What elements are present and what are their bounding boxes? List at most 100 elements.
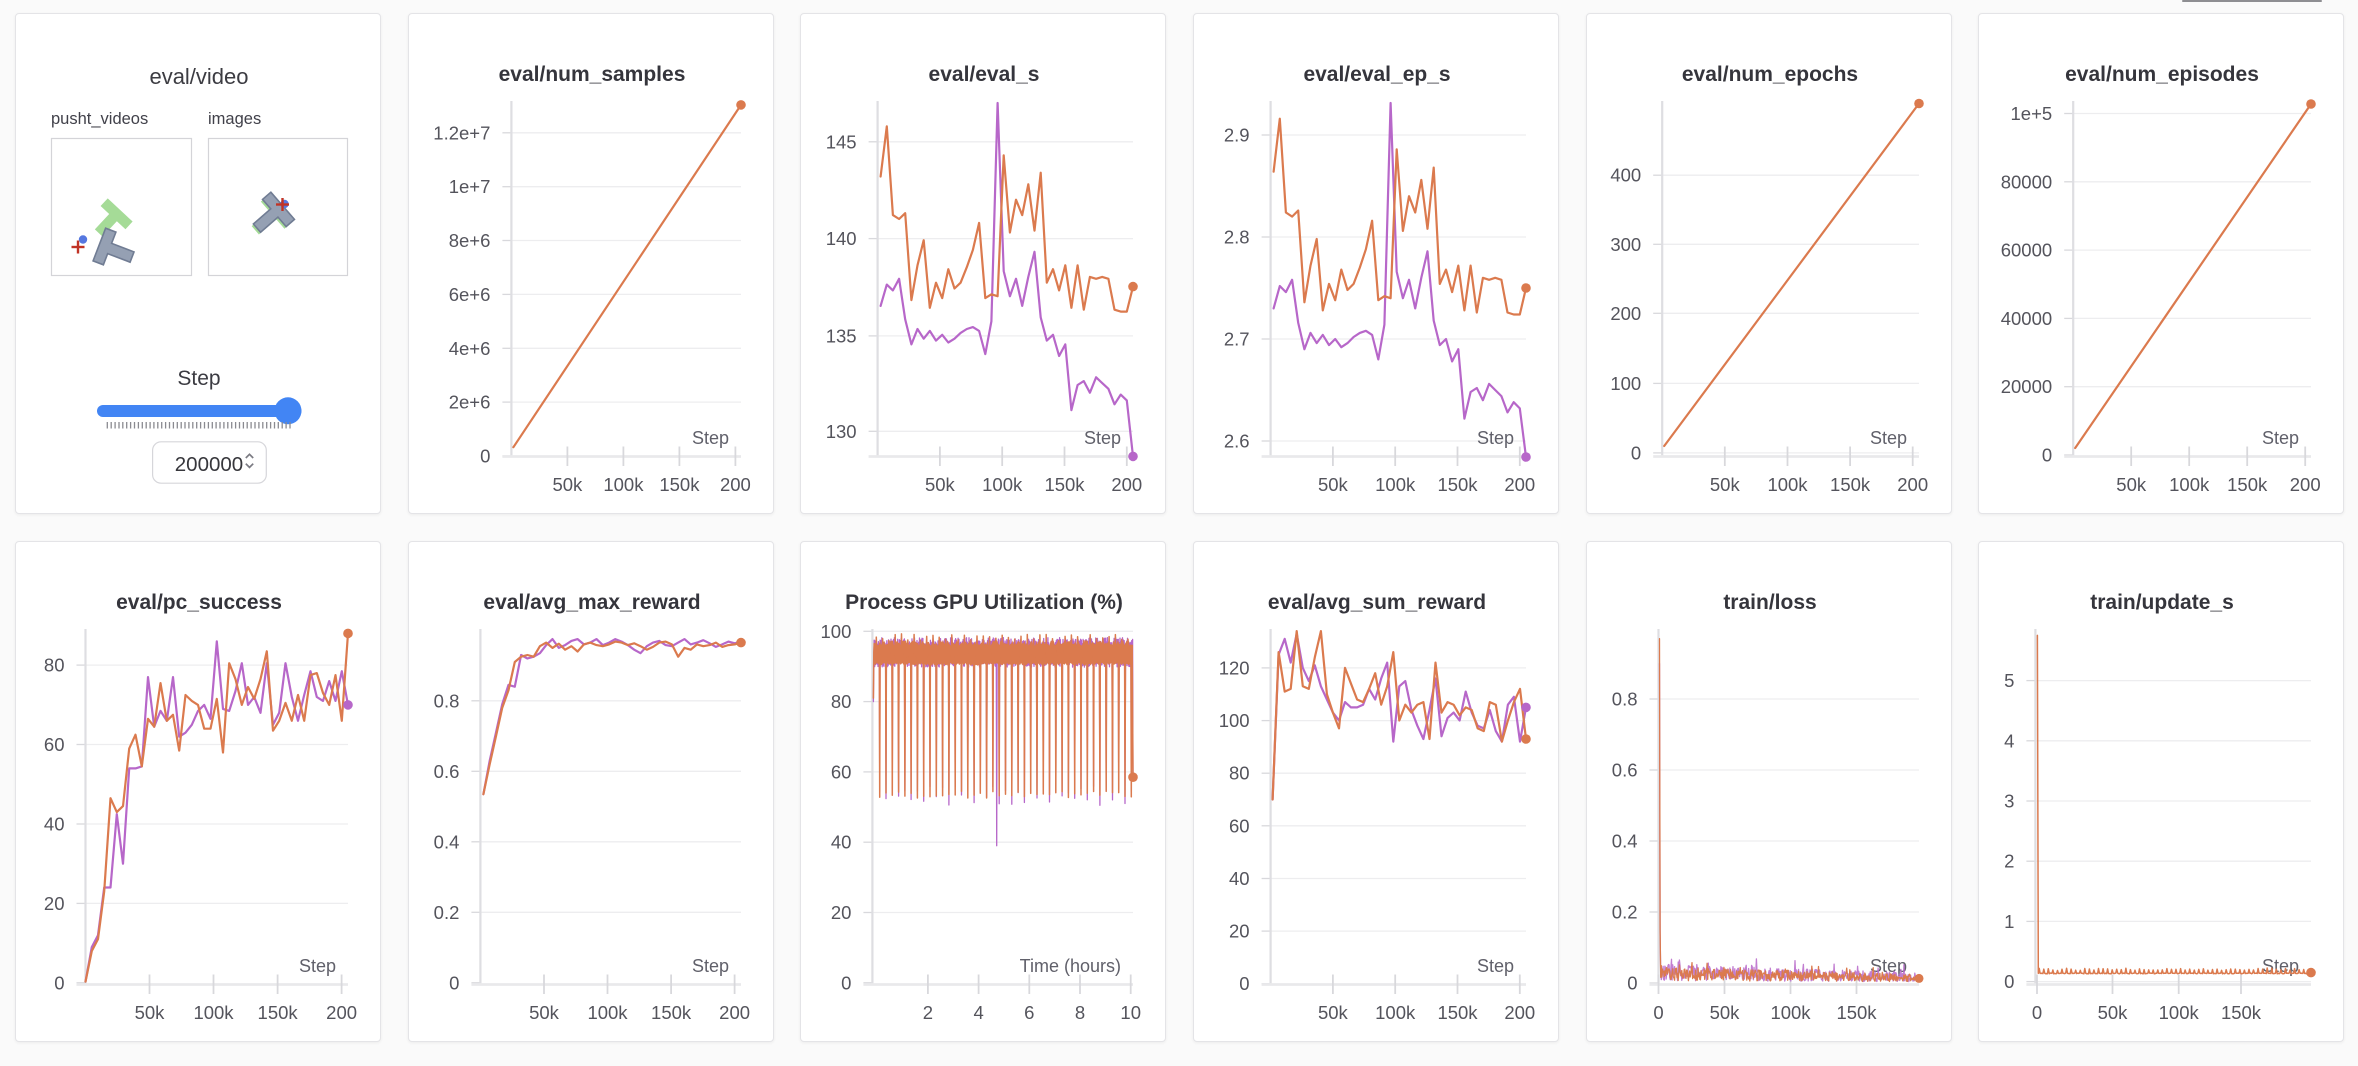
svg-text:100k: 100k bbox=[2159, 1002, 2200, 1023]
svg-text:200: 200 bbox=[1610, 303, 1641, 324]
svg-text:300: 300 bbox=[1610, 234, 1641, 255]
svg-text:1e+7: 1e+7 bbox=[449, 176, 491, 197]
svg-text:150k: 150k bbox=[1836, 1002, 1877, 1023]
svg-text:40: 40 bbox=[1229, 868, 1250, 889]
svg-text:Process GPU Utilization (%): Process GPU Utilization (%) bbox=[845, 591, 1123, 614]
svg-text:50k: 50k bbox=[1710, 474, 1741, 495]
svg-text:eval/video: eval/video bbox=[149, 64, 248, 89]
svg-text:2: 2 bbox=[923, 1002, 933, 1023]
svg-text:4: 4 bbox=[2004, 730, 2014, 751]
svg-text:200: 200 bbox=[1111, 474, 1142, 495]
svg-text:40: 40 bbox=[44, 814, 65, 835]
svg-text:Step: Step bbox=[1477, 956, 1514, 976]
svg-text:4: 4 bbox=[973, 1002, 983, 1023]
svg-text:0: 0 bbox=[2004, 971, 2014, 992]
svg-text:2.6: 2.6 bbox=[1224, 431, 1250, 452]
svg-text:150k: 150k bbox=[651, 1002, 692, 1023]
svg-text:40: 40 bbox=[831, 832, 852, 853]
svg-text:200: 200 bbox=[1897, 474, 1928, 495]
svg-text:150k: 150k bbox=[659, 474, 700, 495]
svg-text:0.2: 0.2 bbox=[1612, 902, 1638, 923]
svg-text:150k: 150k bbox=[2227, 474, 2268, 495]
svg-text:2.7: 2.7 bbox=[1224, 329, 1250, 350]
svg-text:150k: 150k bbox=[1437, 474, 1478, 495]
svg-text:50k: 50k bbox=[1318, 1002, 1349, 1023]
svg-text:2.9: 2.9 bbox=[1224, 125, 1250, 146]
svg-text:50k: 50k bbox=[2098, 1002, 2129, 1023]
svg-text:3: 3 bbox=[2004, 791, 2014, 812]
svg-text:20: 20 bbox=[44, 893, 65, 914]
svg-text:0: 0 bbox=[449, 972, 459, 993]
svg-text:200000: 200000 bbox=[175, 453, 243, 476]
svg-text:eval/eval_s: eval/eval_s bbox=[929, 63, 1040, 86]
svg-text:120: 120 bbox=[1219, 657, 1250, 678]
svg-text:20: 20 bbox=[831, 902, 852, 923]
svg-text:0.4: 0.4 bbox=[434, 831, 460, 852]
svg-text:0.6: 0.6 bbox=[434, 761, 460, 782]
svg-text:0: 0 bbox=[1653, 1002, 1663, 1023]
svg-text:0.2: 0.2 bbox=[434, 902, 460, 923]
svg-text:200: 200 bbox=[1504, 474, 1535, 495]
svg-text:eval/eval_ep_s: eval/eval_ep_s bbox=[1303, 63, 1450, 86]
svg-text:200: 200 bbox=[2290, 474, 2321, 495]
svg-text:50k: 50k bbox=[925, 474, 956, 495]
svg-text:60: 60 bbox=[1229, 815, 1250, 836]
svg-text:1: 1 bbox=[2004, 911, 2014, 932]
svg-text:50k: 50k bbox=[1318, 474, 1349, 495]
svg-text:5: 5 bbox=[2004, 670, 2014, 691]
svg-text:8e+6: 8e+6 bbox=[449, 230, 491, 251]
svg-text:Step: Step bbox=[1870, 956, 1907, 976]
svg-text:eval/avg_sum_reward: eval/avg_sum_reward bbox=[1268, 591, 1486, 614]
svg-text:80: 80 bbox=[44, 655, 65, 676]
svg-text:100: 100 bbox=[1610, 373, 1641, 394]
svg-text:train/loss: train/loss bbox=[1723, 591, 1816, 614]
svg-text:130: 130 bbox=[826, 421, 857, 442]
svg-text:Step: Step bbox=[1084, 428, 1121, 448]
svg-text:150k: 150k bbox=[1437, 1002, 1478, 1023]
svg-text:2e+6: 2e+6 bbox=[449, 392, 491, 413]
svg-text:20: 20 bbox=[1229, 921, 1250, 942]
svg-text:Step: Step bbox=[177, 367, 220, 390]
svg-text:50k: 50k bbox=[552, 474, 583, 495]
svg-text:80000: 80000 bbox=[2001, 171, 2052, 192]
svg-text:100k: 100k bbox=[1770, 1002, 1811, 1023]
svg-text:60000: 60000 bbox=[2001, 240, 2052, 261]
svg-text:200: 200 bbox=[719, 1002, 750, 1023]
svg-text:0: 0 bbox=[1627, 973, 1637, 994]
svg-text:80: 80 bbox=[831, 691, 852, 712]
svg-text:Step: Step bbox=[2262, 428, 2299, 448]
svg-text:140: 140 bbox=[826, 228, 857, 249]
svg-text:200: 200 bbox=[720, 474, 751, 495]
svg-text:train/update_s: train/update_s bbox=[2090, 591, 2234, 614]
svg-text:0: 0 bbox=[480, 446, 490, 467]
svg-text:400: 400 bbox=[1610, 165, 1641, 186]
svg-text:150k: 150k bbox=[1830, 474, 1871, 495]
svg-text:40000: 40000 bbox=[2001, 308, 2052, 329]
svg-text:eval/num_samples: eval/num_samples bbox=[499, 63, 686, 86]
svg-text:50k: 50k bbox=[1710, 1002, 1741, 1023]
svg-text:6e+6: 6e+6 bbox=[449, 284, 491, 305]
svg-text:images: images bbox=[208, 110, 261, 128]
svg-text:0.8: 0.8 bbox=[434, 690, 460, 711]
svg-text:100k: 100k bbox=[982, 474, 1023, 495]
svg-text:200: 200 bbox=[326, 1002, 357, 1023]
svg-text:eval/pc_success: eval/pc_success bbox=[116, 591, 282, 614]
svg-text:6: 6 bbox=[1024, 1002, 1034, 1023]
svg-text:50k: 50k bbox=[135, 1002, 166, 1023]
svg-text:60: 60 bbox=[831, 761, 852, 782]
svg-text:0.4: 0.4 bbox=[1612, 831, 1638, 852]
svg-text:0.6: 0.6 bbox=[1612, 760, 1638, 781]
svg-text:100k: 100k bbox=[1375, 474, 1416, 495]
svg-text:100k: 100k bbox=[1767, 474, 1808, 495]
svg-text:0: 0 bbox=[54, 972, 64, 993]
svg-text:eval/num_epochs: eval/num_epochs bbox=[1682, 63, 1858, 86]
svg-text:135: 135 bbox=[826, 325, 857, 346]
svg-text:2.8: 2.8 bbox=[1224, 227, 1250, 248]
svg-text:Step: Step bbox=[692, 428, 729, 448]
svg-text:pusht_videos: pusht_videos bbox=[51, 110, 148, 128]
svg-text:100k: 100k bbox=[2169, 474, 2210, 495]
svg-text:50k: 50k bbox=[529, 1002, 560, 1023]
svg-text:10: 10 bbox=[1120, 1002, 1141, 1023]
svg-text:Step: Step bbox=[1870, 428, 1907, 448]
svg-text:Step: Step bbox=[1477, 428, 1514, 448]
